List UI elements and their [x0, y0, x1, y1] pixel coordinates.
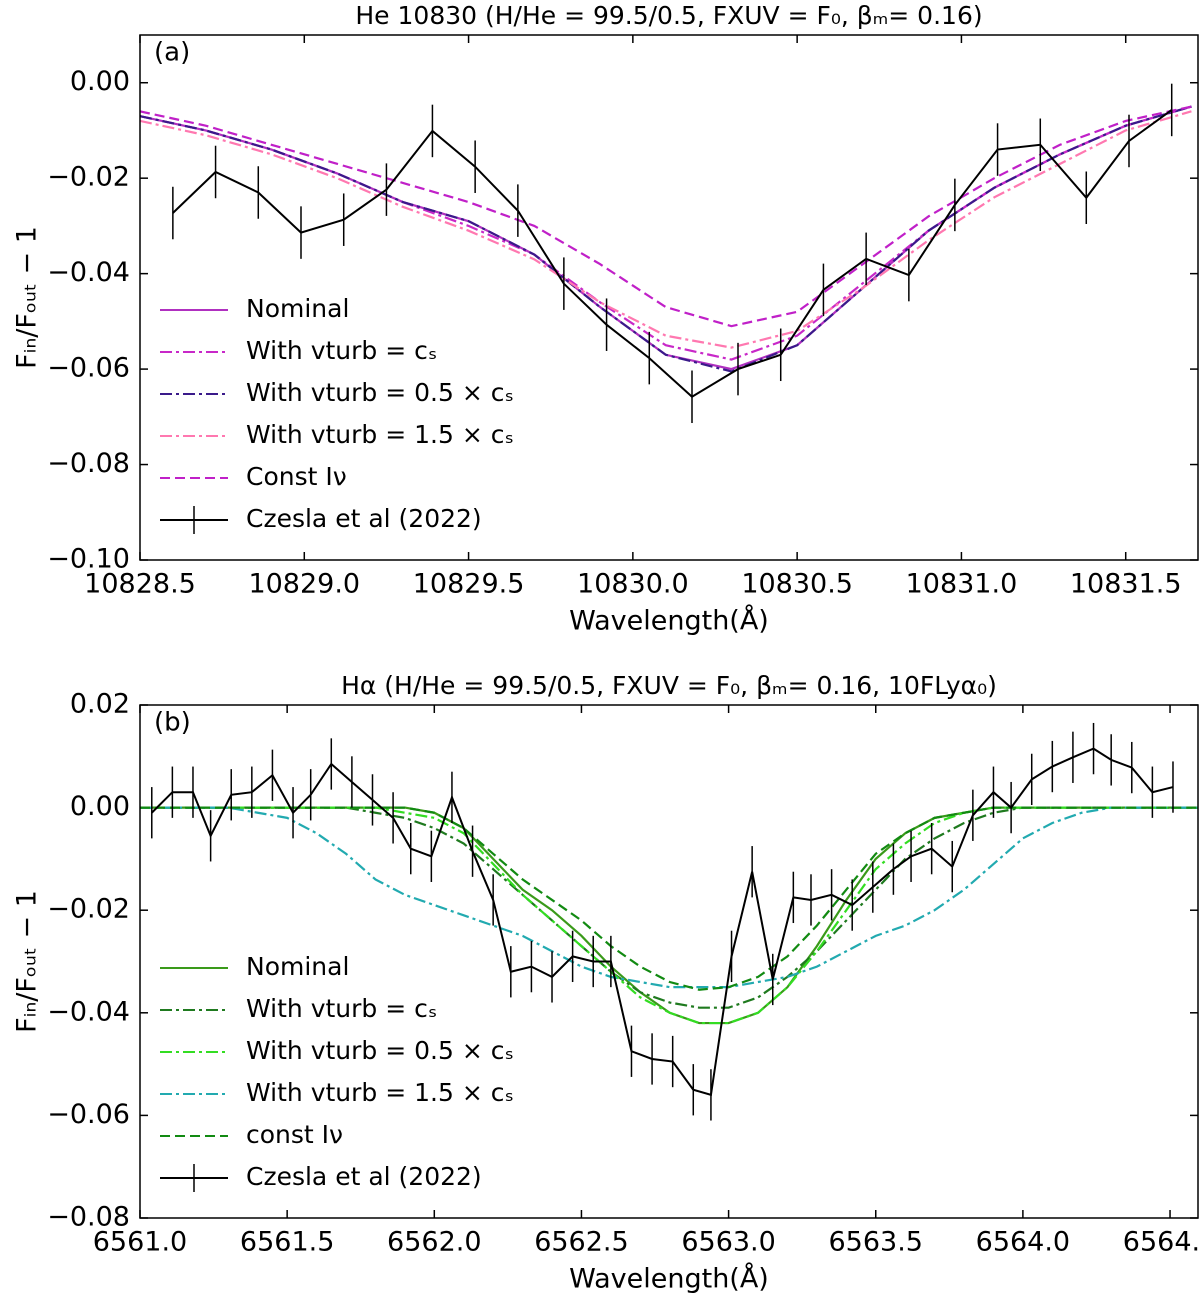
legend-label: With vturb = 0.5 × cₛ — [246, 378, 514, 407]
plot-area — [140, 722, 1198, 1121]
chart-title: He 10830 (H/He = 99.5/0.5, FXUV = F₀, βₘ… — [355, 1, 982, 30]
x-tick-label: 6561.0 — [93, 1227, 187, 1258]
y-axis-label: Fᵢₙ/Fₒᵤₜ − 1 — [12, 890, 43, 1033]
series-line — [140, 105, 1192, 373]
panel: He 10830 (H/He = 99.5/0.5, FXUV = F₀, βₘ… — [12, 1, 1199, 637]
series-line — [140, 110, 1192, 349]
panel-label: (a) — [154, 38, 190, 68]
x-axis-label: Wavelength(Å) — [569, 1263, 769, 1295]
x-tick-label: 10831.0 — [906, 569, 1018, 600]
y-axis-label: Fᵢₙ/Fₒᵤₜ − 1 — [12, 226, 43, 369]
legend-label: With vturb = 0.5 × cₛ — [246, 1036, 514, 1065]
x-tick-label: 10829.5 — [413, 569, 525, 600]
x-tick-label: 6563.0 — [681, 1227, 775, 1258]
legend-label: With vturb = cₛ — [246, 994, 437, 1023]
y-tick-label: −0.06 — [47, 1099, 130, 1130]
legend-label: With vturb = cₛ — [246, 336, 437, 365]
series-line — [140, 105, 1192, 328]
x-axis-label: Wavelength(Å) — [569, 605, 769, 637]
x-tick-label: 10830.0 — [577, 569, 689, 600]
series-line — [151, 747, 1174, 1097]
series-line — [140, 806, 1198, 1025]
x-tick-label: 6561.5 — [240, 1227, 334, 1258]
axes-frame — [139, 34, 1199, 561]
legend-label: Czesla et al (2022) — [246, 1162, 482, 1191]
y-tick-label: −0.06 — [47, 353, 130, 384]
legend-label: With vturb = 1.5 × cₛ — [246, 420, 514, 449]
y-tick-label: −0.10 — [47, 544, 130, 575]
y-tick-label: −0.04 — [47, 257, 130, 288]
panel: Hα (H/He = 99.5/0.5, FXUV = F₀, βₘ= 0.16… — [12, 671, 1200, 1295]
x-tick-label: 6562.0 — [387, 1227, 481, 1258]
legend-label: Const Iν — [246, 462, 347, 491]
x-tick-label: 10831.5 — [1070, 569, 1182, 600]
y-tick-label: 0.00 — [70, 791, 130, 822]
plot-area — [140, 83, 1192, 424]
panel-label: (b) — [154, 708, 191, 738]
x-tick-label: 10828.5 — [84, 569, 196, 600]
series-line — [172, 109, 1173, 399]
series-line — [140, 806, 1198, 991]
x-tick-label: 6564.5 — [1123, 1227, 1200, 1258]
y-tick-label: −0.08 — [47, 1202, 130, 1233]
legend-label: With vturb = 1.5 × cₛ — [246, 1078, 514, 1107]
legend-label: Nominal — [246, 294, 349, 323]
legend-label: Czesla et al (2022) — [246, 504, 482, 533]
y-tick-label: −0.02 — [47, 162, 130, 193]
x-tick-label: 6563.5 — [829, 1227, 923, 1258]
x-tick-label: 10829.0 — [248, 569, 360, 600]
chart-title: Hα (H/He = 99.5/0.5, FXUV = F₀, βₘ= 0.16… — [341, 671, 997, 700]
y-tick-label: −0.04 — [47, 996, 130, 1027]
y-tick-label: 0.02 — [70, 689, 130, 720]
x-tick-label: 6562.5 — [534, 1227, 628, 1258]
x-tick-label: 6564.0 — [976, 1227, 1070, 1258]
series-line — [140, 806, 1198, 1025]
series-line — [140, 105, 1192, 361]
legend-label: const Iν — [246, 1120, 343, 1149]
x-tick-label: 10830.5 — [741, 569, 853, 600]
y-tick-label: −0.08 — [47, 448, 130, 479]
y-tick-label: −0.02 — [47, 894, 130, 925]
legend-label: Nominal — [246, 952, 349, 981]
axes-frame — [139, 704, 1199, 1219]
y-tick-label: 0.00 — [70, 66, 130, 97]
